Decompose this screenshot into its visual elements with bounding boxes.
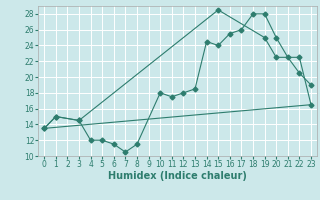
- X-axis label: Humidex (Indice chaleur): Humidex (Indice chaleur): [108, 171, 247, 181]
